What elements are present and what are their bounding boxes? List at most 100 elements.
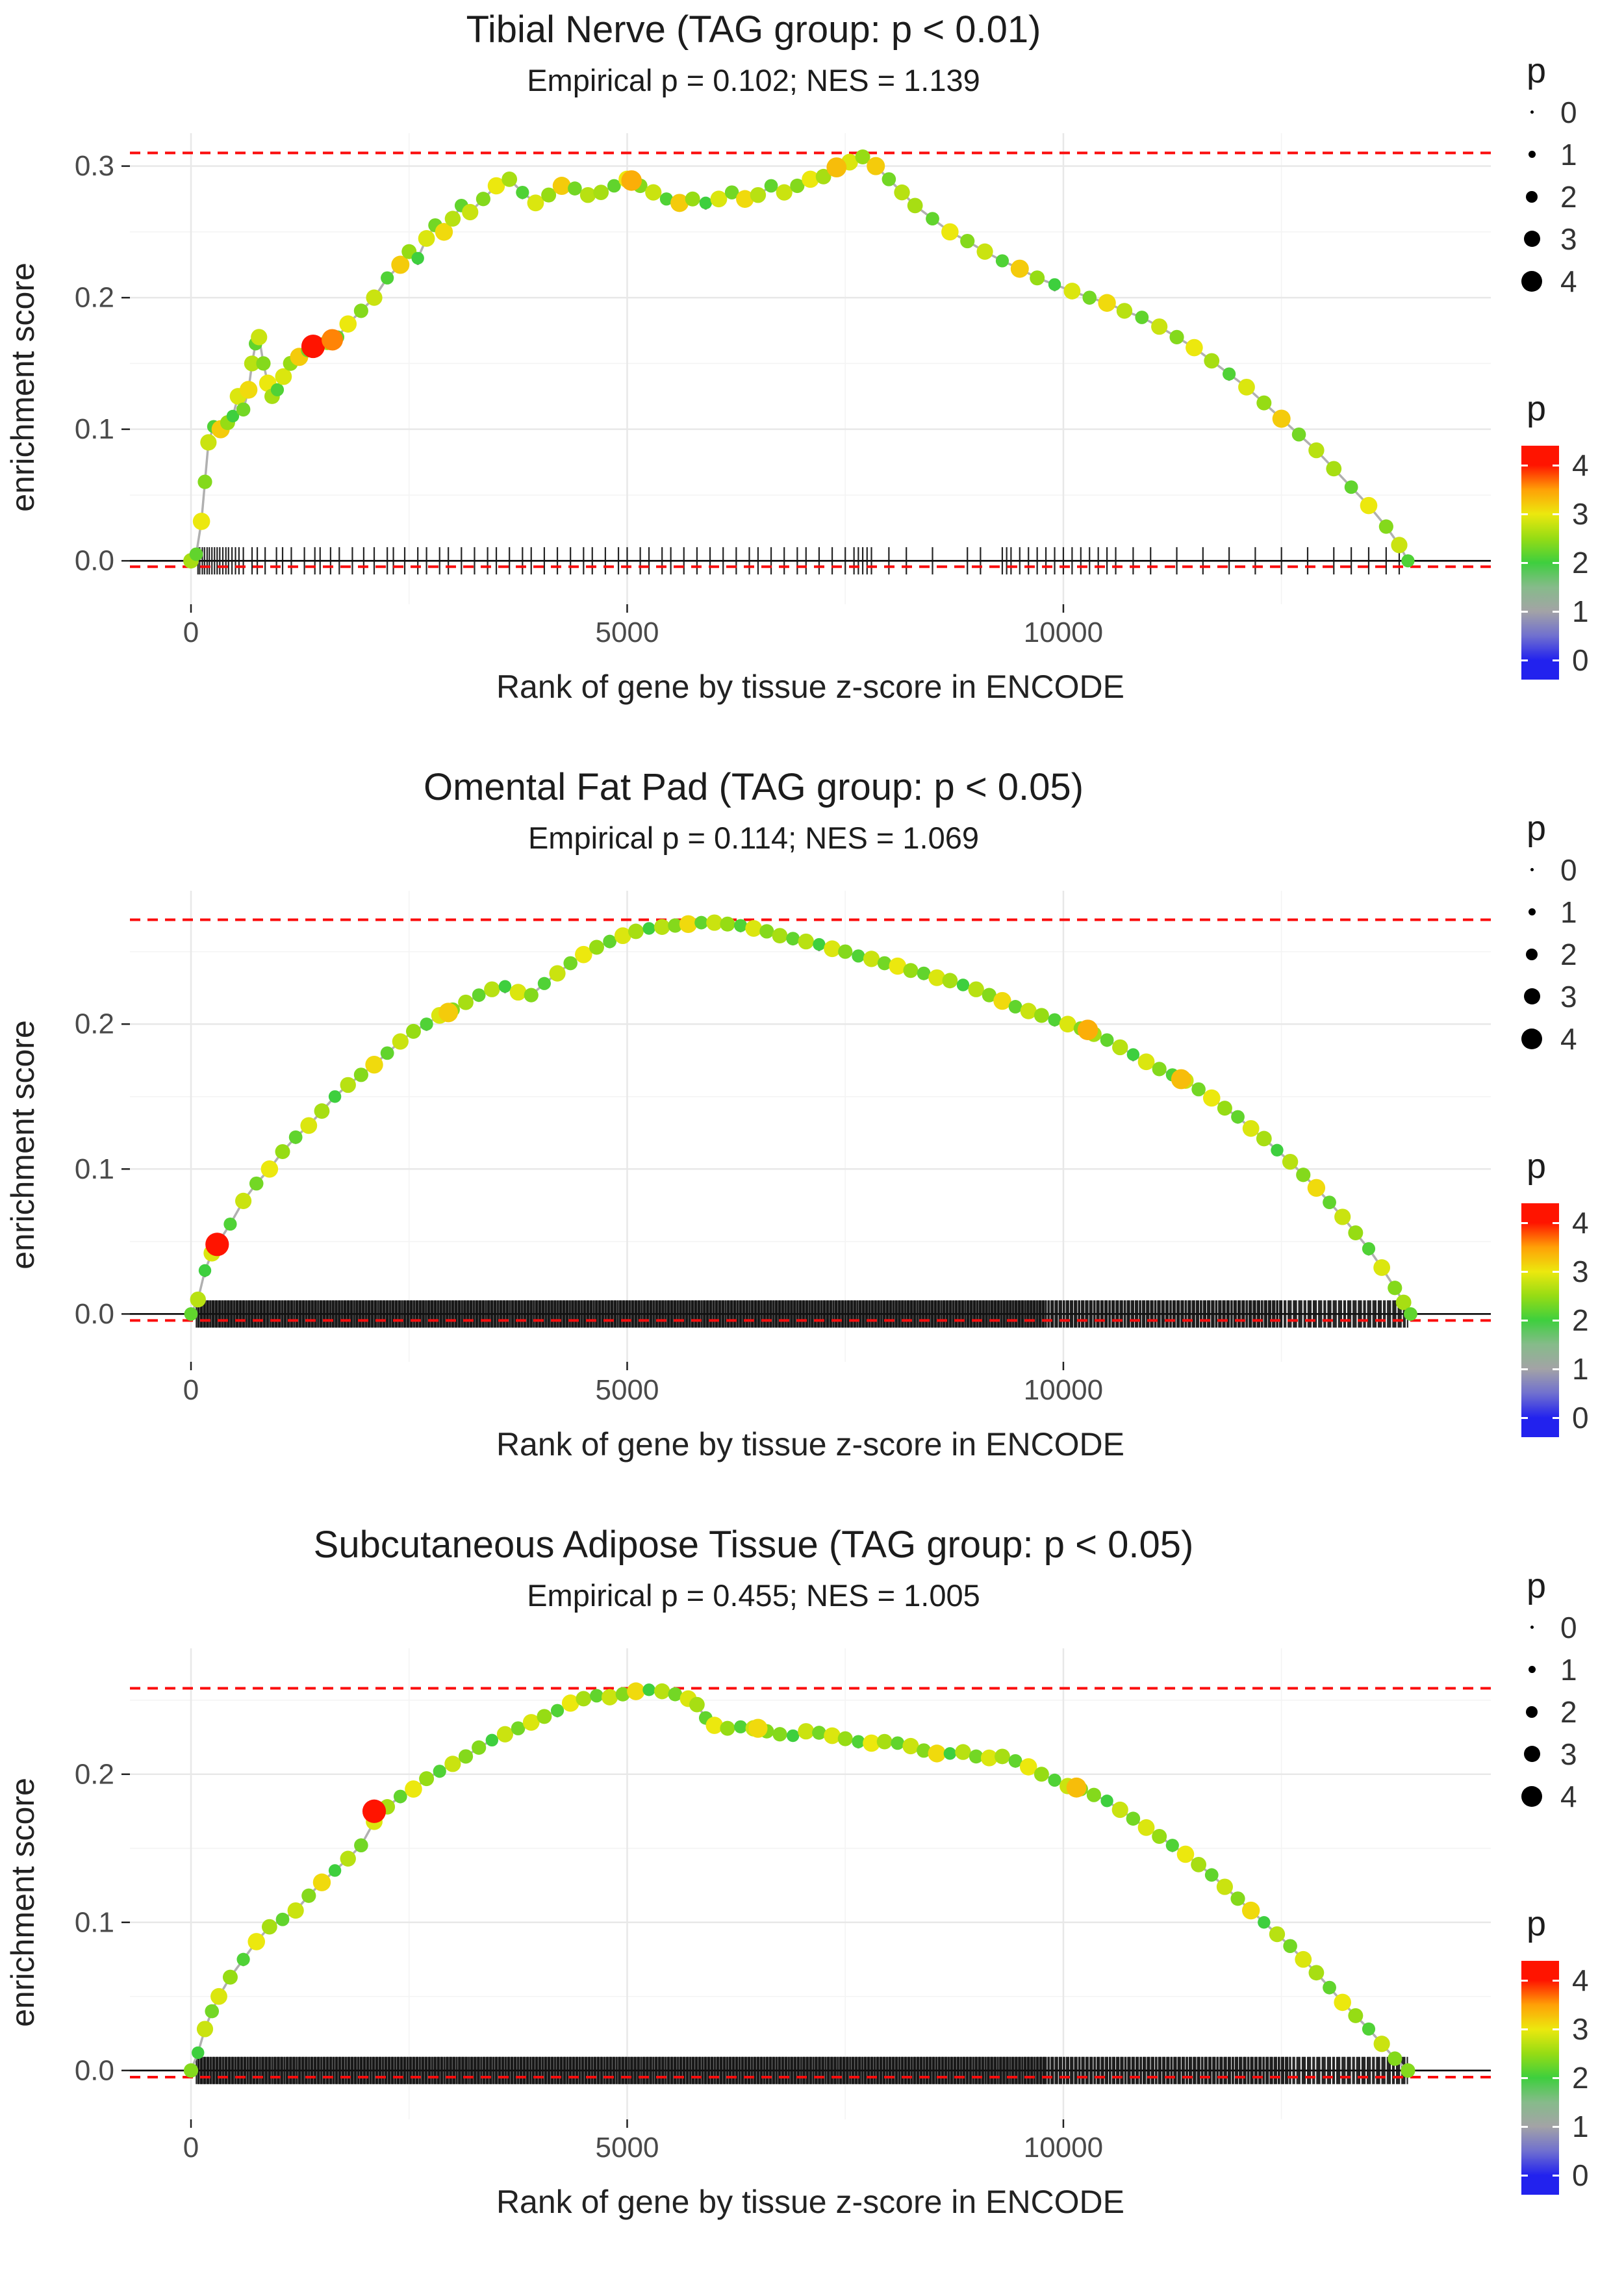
svg-text:5000: 5000 — [596, 617, 659, 648]
x-axis-title: Rank of gene by tissue z-score in ENCODE — [496, 1426, 1125, 1463]
colorbar-tick — [1521, 1979, 1528, 1982]
enrichment-plot-omental-fat-pad: 0 5000 10000 0.0 0.1 0.2 — [75, 891, 1491, 1406]
svg-text:0.0: 0.0 — [75, 1298, 114, 1330]
svg-text:10000: 10000 — [1024, 617, 1103, 648]
size-legend-label: 0 — [1560, 852, 1577, 887]
size-legend-dot — [1526, 1706, 1538, 1718]
colorbar-label: 3 — [1572, 497, 1589, 531]
es-curve-line — [190, 155, 1409, 562]
colorbar-tick — [1521, 561, 1528, 564]
size-legend-item: 0 — [1517, 849, 1577, 891]
svg-text:10000: 10000 — [1024, 1374, 1103, 1406]
colorbar-tick — [1553, 610, 1559, 613]
size-legend-dot — [1528, 908, 1536, 915]
colorbar-tick — [1521, 2076, 1528, 2079]
svg-text:0.0: 0.0 — [75, 2054, 114, 2086]
colorbar-label: 0 — [1572, 1401, 1589, 1435]
size-legend-label: 3 — [1560, 1737, 1577, 1771]
size-legend-dot — [1526, 948, 1538, 960]
size-legend-label: 4 — [1560, 1021, 1577, 1056]
es-curve-shadow-dots — [189, 160, 1401, 568]
size-legend-dot — [1528, 151, 1536, 158]
size-legend-dot — [1521, 1785, 1542, 1807]
colorbar-tick — [1553, 2125, 1559, 2128]
es-curve-line — [190, 921, 1412, 1315]
x-axis-ticks: 0 5000 10000 — [183, 604, 1103, 648]
svg-text:5000: 5000 — [596, 1374, 659, 1406]
panel-title: Subcutaneous Adipose Tissue (TAG group: … — [313, 1524, 1194, 1566]
color-legend-title: p — [1527, 389, 1547, 428]
size-legend-label: 3 — [1560, 222, 1577, 256]
size-legend-dot — [1521, 1028, 1542, 1049]
es-curve-points — [184, 914, 1417, 1321]
highlight-points — [301, 157, 847, 359]
colorbar-tick — [1553, 1979, 1559, 1982]
size-legend-item: 1 — [1517, 1648, 1577, 1691]
colorbar-tick — [1521, 610, 1528, 613]
size-legend-item: 3 — [1517, 1733, 1577, 1775]
x-axis-ticks: 0 5000 10000 — [183, 2119, 1103, 2164]
colorbar-tick — [1553, 1416, 1559, 1419]
size-legend-title: p — [1527, 809, 1547, 848]
colorbar-label: 0 — [1572, 2158, 1589, 2192]
gene-rug — [196, 2056, 1408, 2084]
svg-text:10000: 10000 — [1024, 2132, 1103, 2164]
colorbar-label: 4 — [1572, 1206, 1589, 1240]
size-legend-label: 4 — [1560, 264, 1577, 298]
size-legend-label: 4 — [1560, 1779, 1577, 1813]
x-axis-ticks: 0 5000 10000 — [183, 1362, 1103, 1406]
size-legend-item: 1 — [1517, 891, 1577, 933]
svg-text:0.2: 0.2 — [75, 1008, 114, 1040]
size-legend-dot — [1523, 988, 1540, 1004]
size-legend-dot — [1526, 190, 1538, 203]
colorbar-label: 1 — [1572, 2110, 1589, 2143]
colorbar-tick — [1553, 2076, 1559, 2079]
colorbar-tick — [1521, 2125, 1528, 2128]
size-legend-dot — [1521, 270, 1542, 292]
colorbar-label: 2 — [1572, 2061, 1589, 2095]
size-legend-dot — [1530, 110, 1534, 114]
colorbar-tick — [1553, 2028, 1559, 2030]
y-axis-ticks: 0.0 0.1 0.2 0.3 — [75, 150, 130, 577]
colorbar-tick — [1521, 513, 1528, 515]
colorbar-tick — [1521, 1270, 1528, 1273]
size-legend-item: 4 — [1517, 1017, 1577, 1060]
x-axis-title: Rank of gene by tissue z-score in ENCODE — [496, 669, 1125, 705]
colorbar-label: 2 — [1572, 1303, 1589, 1337]
colorbar-tick — [1553, 2174, 1559, 2177]
colorbar-tick — [1521, 1416, 1528, 1419]
size-legend-label: 1 — [1560, 895, 1577, 929]
colorbar-tick — [1553, 1270, 1559, 1273]
size-legend-dot — [1530, 1626, 1534, 1629]
size-legend-label: 1 — [1560, 1652, 1577, 1687]
colorbar-tick — [1553, 513, 1559, 515]
panel-tibial-nerve: 0 5000 10000 0.0 0.1 0.2 0.3 Tibial Nerve (TAG… — [0, 0, 1624, 758]
svg-text:0: 0 — [183, 1374, 199, 1406]
panel-subtitle: Empirical p = 0.455; NES = 1.005 — [527, 1578, 980, 1613]
color-legend-title: p — [1527, 1904, 1547, 1943]
size-legend-item: 0 — [1517, 91, 1577, 133]
svg-text:0.2: 0.2 — [75, 1758, 114, 1790]
enrichment-plot-subcutaneous-adipose: 0 5000 10000 0.0 0.1 0.2 — [75, 1648, 1491, 2164]
panel-title: Tibial Nerve (TAG group: p < 0.01) — [466, 8, 1041, 51]
svg-text:0.1: 0.1 — [75, 1906, 114, 1938]
x-axis-title: Rank of gene by tissue z-score in ENCODE — [496, 2184, 1125, 2220]
panel-title: Omental Fat Pad (TAG group: p < 0.05) — [423, 766, 1084, 808]
size-legend-title: p — [1527, 51, 1547, 90]
panel-subtitle: Empirical p = 0.114; NES = 1.069 — [527, 821, 980, 855]
y-axis-ticks: 0.0 0.1 0.2 — [75, 1008, 130, 1330]
size-legend-title: p — [1527, 1566, 1547, 1605]
svg-text:0.2: 0.2 — [75, 282, 114, 314]
es-curve-points — [183, 149, 1415, 569]
svg-text:0.0: 0.0 — [75, 545, 114, 577]
colorbar-tick — [1521, 464, 1528, 466]
colorbar-tick — [1553, 1319, 1559, 1322]
size-legend-item: 4 — [1517, 1775, 1577, 1817]
